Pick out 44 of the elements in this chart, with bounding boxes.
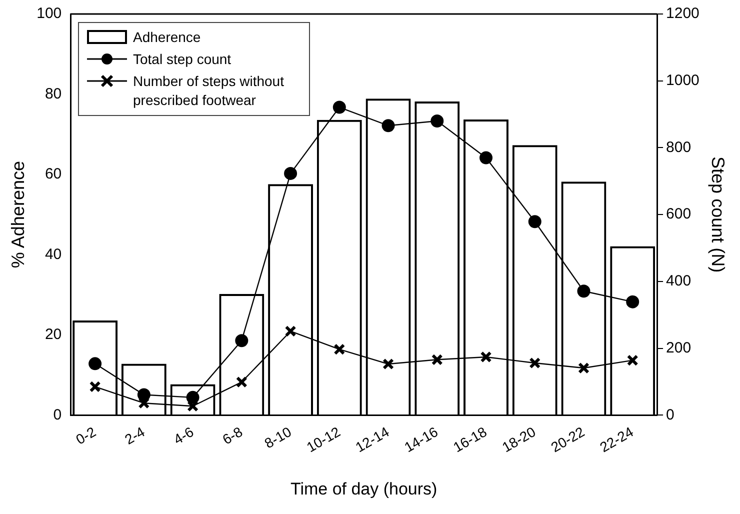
y-tick-label: 100 [36,5,62,22]
x-tick-label: 2-4 [122,423,148,448]
point [89,380,101,392]
y-tick-label: 0 [53,406,62,424]
y2-tick-label: 600 [666,206,692,223]
point [479,151,492,164]
point [529,357,541,369]
y-tick-label: 40 [44,246,62,263]
point [382,119,395,132]
point [382,358,394,370]
point [626,295,640,308]
y-tick-label: 60 [44,166,62,183]
legend-label: Adherence [133,28,201,47]
x-tick-label: 8-10 [262,423,294,452]
y-axis-title: % Adherence [8,161,28,268]
point [235,334,248,348]
y2-tick-label: 800 [666,138,692,156]
legend-label: Total step count [133,50,232,69]
y2-tick-label: 0 [666,406,674,424]
point [88,357,102,370]
y-tick-label: 20 [44,326,62,344]
legend-label: Number of steps without prescribed footwear [133,72,285,110]
x-axis-title: Time of day (hours) [290,479,438,498]
y2-tick-label: 400 [666,272,692,290]
point [332,100,346,114]
y2-tick-label: 1200 [666,5,700,22]
point [626,354,638,366]
point [284,166,298,180]
x-tick-label: 4-6 [170,423,196,448]
y2-tick-label: 1000 [666,72,700,89]
point [578,362,590,374]
point [480,351,492,363]
point [284,326,296,337]
point [528,215,542,228]
y2-tick-label: 200 [666,339,692,356]
x-tick-label: 6-8 [220,423,246,448]
point [431,354,443,366]
x-tick-label: 0-2 [72,423,99,448]
point [334,344,346,356]
point [236,376,248,388]
y2-axis-title: Step count (N) [708,156,728,273]
point [577,284,590,298]
point [430,114,444,128]
y-tick-label: 80 [44,85,62,102]
